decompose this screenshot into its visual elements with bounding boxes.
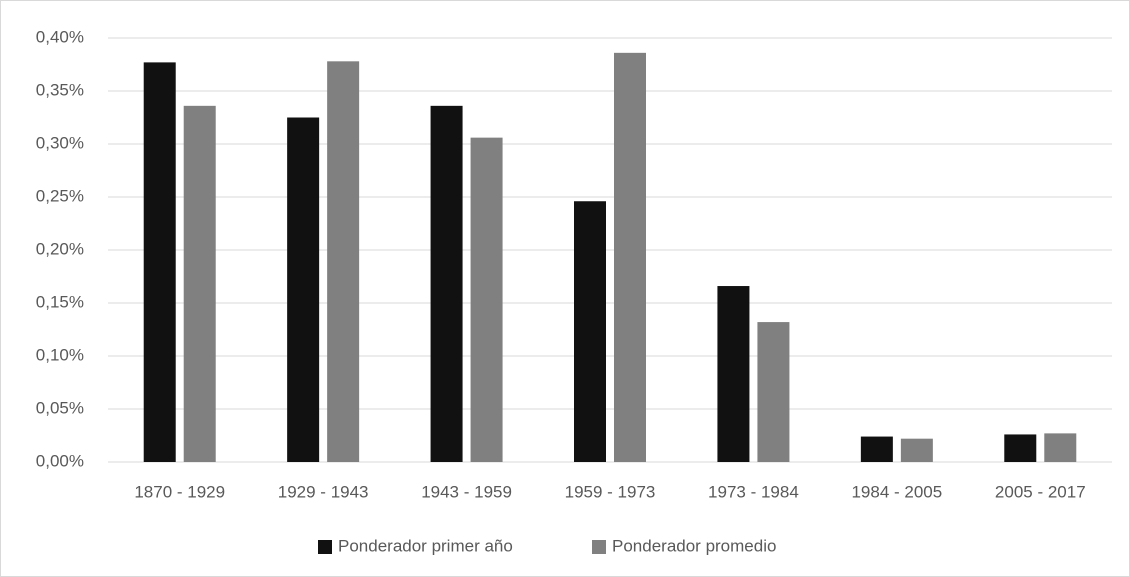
- y-tick-label: 0,05%: [36, 398, 84, 417]
- bar: [1044, 433, 1077, 462]
- bar: [574, 201, 606, 463]
- bar: [470, 137, 503, 462]
- legend-swatch: [318, 540, 332, 554]
- bar: [757, 322, 790, 462]
- bar: [717, 286, 750, 462]
- y-tick-label: 0,30%: [36, 133, 84, 152]
- bar: [327, 61, 360, 462]
- x-tick-label: 1984 - 2005: [851, 482, 942, 501]
- y-tick-label: 0,10%: [36, 345, 84, 364]
- y-tick-label: 0,40%: [36, 27, 84, 46]
- bar: [430, 105, 463, 462]
- bar: [900, 438, 933, 462]
- legend-label: Ponderador primer año: [338, 536, 513, 555]
- x-tick-label: 1943 - 1959: [421, 482, 512, 501]
- y-tick-label: 0,35%: [36, 80, 84, 99]
- legend-label: Ponderador promedio: [612, 536, 776, 555]
- bar: [1004, 434, 1037, 462]
- bar: [183, 105, 216, 462]
- bar: [614, 52, 646, 463]
- x-tick-label: 1973 - 1984: [708, 482, 799, 501]
- bar: [287, 117, 320, 462]
- bar: [143, 62, 176, 462]
- y-tick-label: 0,20%: [36, 239, 84, 258]
- x-tick-label: 1959 - 1973: [565, 482, 656, 501]
- y-tick-label: 0,15%: [36, 292, 84, 311]
- x-tick-label: 2005 - 2017: [995, 482, 1086, 501]
- x-tick-label: 1929 - 1943: [278, 482, 369, 501]
- bar: [860, 436, 893, 462]
- x-tick-label: 1870 - 1929: [134, 482, 225, 501]
- y-tick-label: 0,25%: [36, 186, 84, 205]
- y-tick-label: 0,00%: [36, 451, 84, 470]
- legend-swatch: [592, 540, 606, 554]
